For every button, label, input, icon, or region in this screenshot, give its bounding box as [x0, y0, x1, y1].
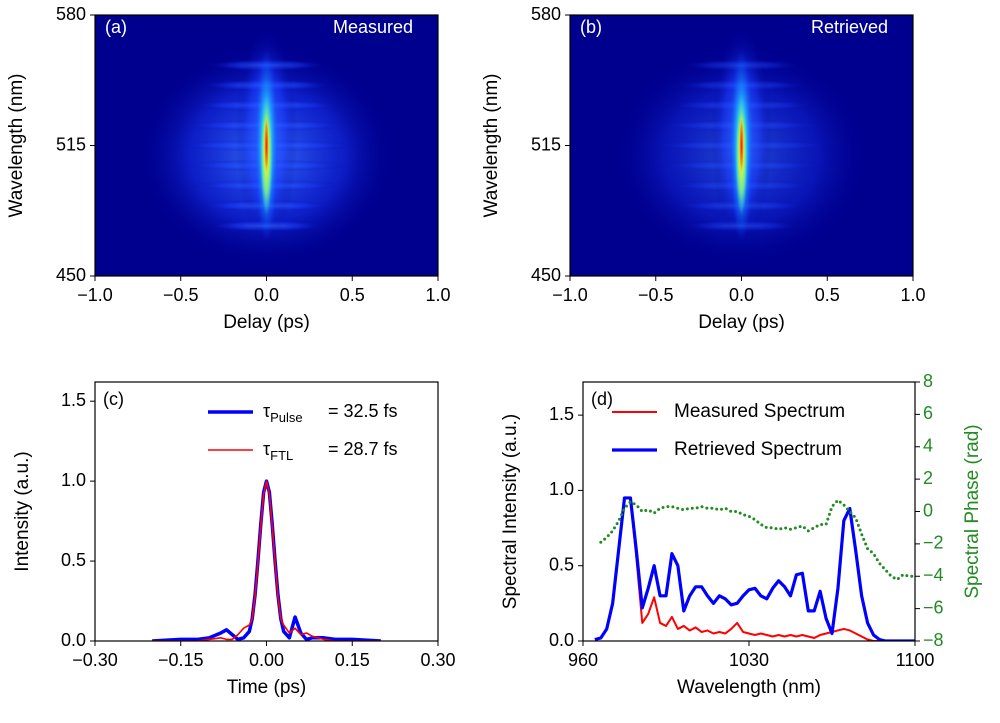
- x-tick-label: 1.0: [425, 285, 450, 305]
- legend-text: = 28.7 fs: [328, 439, 398, 459]
- x-tick-label: 1100: [896, 650, 935, 670]
- panel-label: (b): [580, 17, 602, 37]
- y2-tick-label: 0: [923, 500, 933, 520]
- series-line: [599, 498, 915, 581]
- legend-subscript: Pulse: [270, 410, 303, 425]
- x-axis-label: Delay (ps): [698, 312, 785, 333]
- y2-tick-label: −6: [923, 597, 944, 617]
- y-axis-label: Intensity (a.u.): [12, 451, 33, 571]
- y-tick-label: 580: [531, 4, 561, 24]
- legend-label: Retrieved Spectrum: [674, 439, 842, 460]
- x-tick-label: −0.5: [638, 285, 674, 305]
- panel: (d) Measured Spectrum Retrieved Spectrum 96…: [500, 371, 983, 698]
- y2-axis-label: Spectral Phase (rad): [962, 424, 983, 598]
- legend-label: τFTL = 28.7 fs: [263, 439, 398, 464]
- y-axis-label: Wavelength (nm): [6, 74, 27, 218]
- x-tick-label: 0.0: [729, 285, 754, 305]
- y-tick-label: 450: [56, 265, 86, 285]
- x-tick-label: −0.30: [72, 650, 118, 670]
- y-tick-label: 0.0: [549, 630, 574, 650]
- panel-label: (d): [591, 389, 613, 409]
- legend-symbol: τ: [263, 401, 270, 421]
- series-line: [152, 479, 381, 641]
- y2-tick-label: −2: [923, 533, 944, 553]
- plot-area: [95, 15, 438, 276]
- legend-label: Measured Spectrum: [674, 401, 845, 422]
- x-tick-label: 0.00: [249, 650, 284, 670]
- y-tick-label: 515: [531, 134, 561, 154]
- series-line: [594, 496, 915, 641]
- y-tick-label: 1.5: [549, 404, 574, 424]
- plot-area: [570, 15, 913, 276]
- plot-area: [594, 496, 915, 641]
- panel: (a) Measured −1.0 −0.5 0.0 0.5 1.0 450 515 580 Del…: [6, 4, 451, 333]
- y2-tick-label: 8: [923, 371, 933, 391]
- heatmap-peak: [738, 113, 745, 178]
- x-tick-label: 1.0: [900, 285, 925, 305]
- x-axis-label: Time (ps): [227, 677, 307, 698]
- x-tick-label: 960: [568, 650, 598, 670]
- y-tick-label: 1.5: [61, 390, 86, 410]
- heatmap-peak: [263, 113, 270, 178]
- y2-tick-label: −4: [923, 565, 944, 585]
- y-tick-label: 1.0: [549, 479, 574, 499]
- y-tick-label: 0.5: [549, 554, 574, 574]
- plot-frame: [94, 381, 439, 642]
- y2-tick-label: 6: [923, 403, 933, 423]
- x-tick-label: 0.15: [335, 650, 370, 670]
- panel: (b) Retrieved −1.0 −0.5 0.0 0.5 1.0 450 515 580 De…: [481, 4, 926, 333]
- annotation: Retrieved: [811, 17, 888, 37]
- y-tick-label: 515: [56, 134, 86, 154]
- y-axis-label: Wavelength (nm): [481, 74, 502, 218]
- x-tick-label: −1.0: [552, 285, 588, 305]
- panel-label: (a): [105, 17, 127, 37]
- legend-symbol: τ: [263, 439, 270, 459]
- x-axis-label: Delay (ps): [223, 312, 310, 333]
- series-line: [152, 480, 381, 641]
- y-tick-label: 0.0: [61, 630, 86, 650]
- y-tick-label: 580: [56, 4, 86, 24]
- y-tick-label: 450: [531, 265, 561, 285]
- x-tick-label: 1030: [729, 650, 769, 670]
- x-tick-label: 0.5: [815, 285, 840, 305]
- x-tick-label: −1.0: [77, 285, 113, 305]
- legend-text: = 32.5 fs: [328, 401, 398, 421]
- x-tick-label: 0.5: [340, 285, 365, 305]
- plot-area: [152, 479, 381, 641]
- legend-subscript: FTL: [270, 448, 293, 463]
- x-tick-label: 0.0: [254, 285, 279, 305]
- legend-label: τPulse = 32.5 fs: [263, 401, 398, 426]
- annotation: Measured: [333, 17, 413, 37]
- x-tick-label: −0.15: [158, 650, 204, 670]
- y-axis-label: Spectral Intensity (a.u.): [500, 414, 521, 609]
- panel-label: (c): [103, 389, 124, 409]
- x-axis-label: Wavelength (nm): [677, 677, 821, 698]
- x-tick-label: 0.30: [420, 650, 455, 670]
- y2-tick-label: −8: [923, 630, 944, 650]
- y-tick-label: 1.0: [61, 470, 86, 490]
- y-tick-label: 0.5: [61, 550, 86, 570]
- y2-tick-label: 2: [923, 468, 933, 488]
- y2-tick-label: 4: [923, 436, 933, 456]
- series-line: [594, 496, 915, 641]
- x-tick-label: −0.5: [163, 285, 199, 305]
